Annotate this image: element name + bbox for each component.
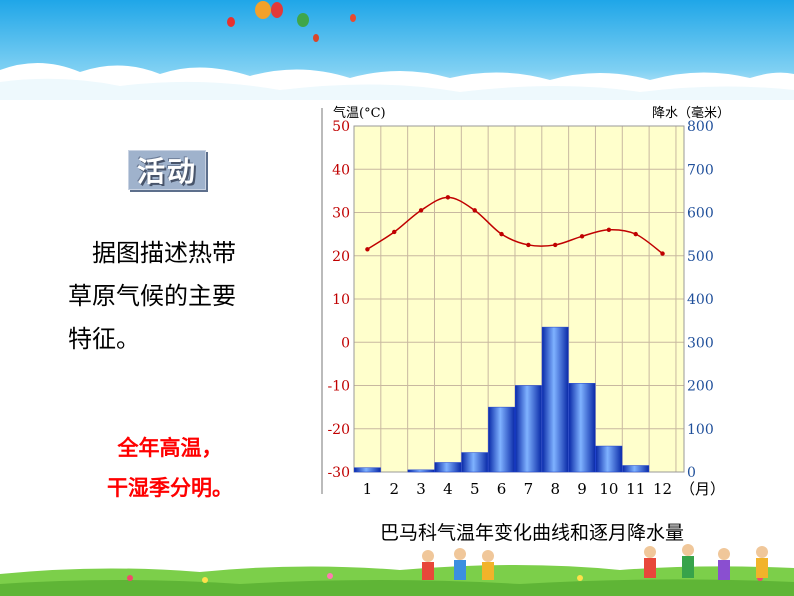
month-tick: 4 <box>443 480 453 498</box>
question-line: 特征。 <box>68 325 140 353</box>
month-tick: 3 <box>416 480 426 498</box>
temperature-point <box>606 227 612 232</box>
left-axis-label: 气温(°C) <box>333 105 386 121</box>
precipitation-tick: 800 <box>687 119 714 135</box>
temperature-tick: 0 <box>341 335 350 351</box>
month-tick: 11 <box>626 480 645 498</box>
temperature-point <box>553 242 558 248</box>
temperature-point <box>633 231 638 237</box>
precipitation-bar <box>434 462 462 473</box>
chart-caption: 巴马科气温年变化曲线和逐月降水量 <box>379 522 684 544</box>
precipitation-bar <box>622 465 650 473</box>
month-tick: 5 <box>470 480 480 498</box>
month-tick: 9 <box>577 480 587 498</box>
precipitation-bars <box>354 326 650 473</box>
temperature-point <box>472 208 477 213</box>
precipitation-bar <box>354 467 381 473</box>
temperature-point <box>526 242 531 248</box>
temperature-tick: 10 <box>332 292 350 308</box>
precipitation-tick: 300 <box>687 335 714 351</box>
question-text: 据图描述热带 草原气候的主要 特征。 <box>68 232 273 361</box>
month-tick: 6 <box>497 480 507 498</box>
answer-text: 全年高温， 干湿季分明。 <box>70 428 270 508</box>
month-tick: 1 <box>363 480 373 498</box>
precipitation-tick: 0 <box>687 465 696 481</box>
precipitation-bar <box>595 445 623 473</box>
temperature-point <box>660 251 665 256</box>
temperature-tick: 40 <box>332 162 350 178</box>
precipitation-tick: 100 <box>687 422 714 438</box>
activity-label-text: 活动 <box>136 155 197 188</box>
temperature-tick: -30 <box>327 465 350 481</box>
activity-label: 活动 <box>128 150 206 190</box>
month-tick: 7 <box>524 480 534 498</box>
right-axis-label: 降水（毫米） <box>652 105 730 121</box>
temperature-tick: -10 <box>327 379 350 395</box>
precipitation-bar <box>488 406 515 473</box>
grass-footer <box>0 544 794 596</box>
temperature-line <box>367 196 663 255</box>
question-line: 草原气候的主要 <box>68 282 236 310</box>
precipitation-tick: 700 <box>687 162 714 178</box>
answer-line: 全年高温， <box>117 436 223 460</box>
temperature-tick-labels: 50 40 30 20 10 0 -10 -20 -30 <box>327 119 350 481</box>
precipitation-tick: 400 <box>687 292 714 308</box>
precipitation-bar <box>407 469 435 473</box>
temperature-point <box>579 234 585 239</box>
temperature-point <box>445 195 451 200</box>
temperature-tick: -20 <box>327 422 350 438</box>
balloon-icon <box>227 1 356 42</box>
x-unit-label: （月） <box>680 480 725 498</box>
month-tick: 12 <box>653 480 672 498</box>
children-icon <box>422 544 768 580</box>
month-tick: 2 <box>389 480 399 498</box>
precipitation-bar <box>461 452 489 473</box>
precipitation-bar <box>514 385 542 473</box>
temperature-point <box>418 208 424 213</box>
question-line: 据图描述热带 <box>68 239 236 267</box>
month-tick: 8 <box>550 480 560 498</box>
temperature-point <box>392 229 397 235</box>
precipitation-tick-labels: 800 700 600 500 400 300 200 100 0 <box>687 119 714 481</box>
month-tick-labels: 1 2 3 4 5 6 7 8 9 10 11 12 <box>363 480 672 498</box>
precipitation-tick: 500 <box>687 249 714 265</box>
precipitation-tick: 600 <box>687 206 714 222</box>
temperature-tick: 50 <box>332 119 350 135</box>
temperature-point <box>365 247 370 252</box>
sky-banner <box>0 0 794 100</box>
temperature-tick: 20 <box>332 249 350 265</box>
temperature-tick: 30 <box>332 206 350 222</box>
answer-line: 干湿季分明。 <box>107 476 233 500</box>
temperature-points <box>365 195 665 256</box>
precipitation-bar <box>541 326 569 473</box>
temperature-point <box>499 231 504 237</box>
precipitation-tick: 200 <box>687 379 714 395</box>
month-tick: 10 <box>599 480 618 498</box>
precipitation-bar <box>568 383 596 473</box>
